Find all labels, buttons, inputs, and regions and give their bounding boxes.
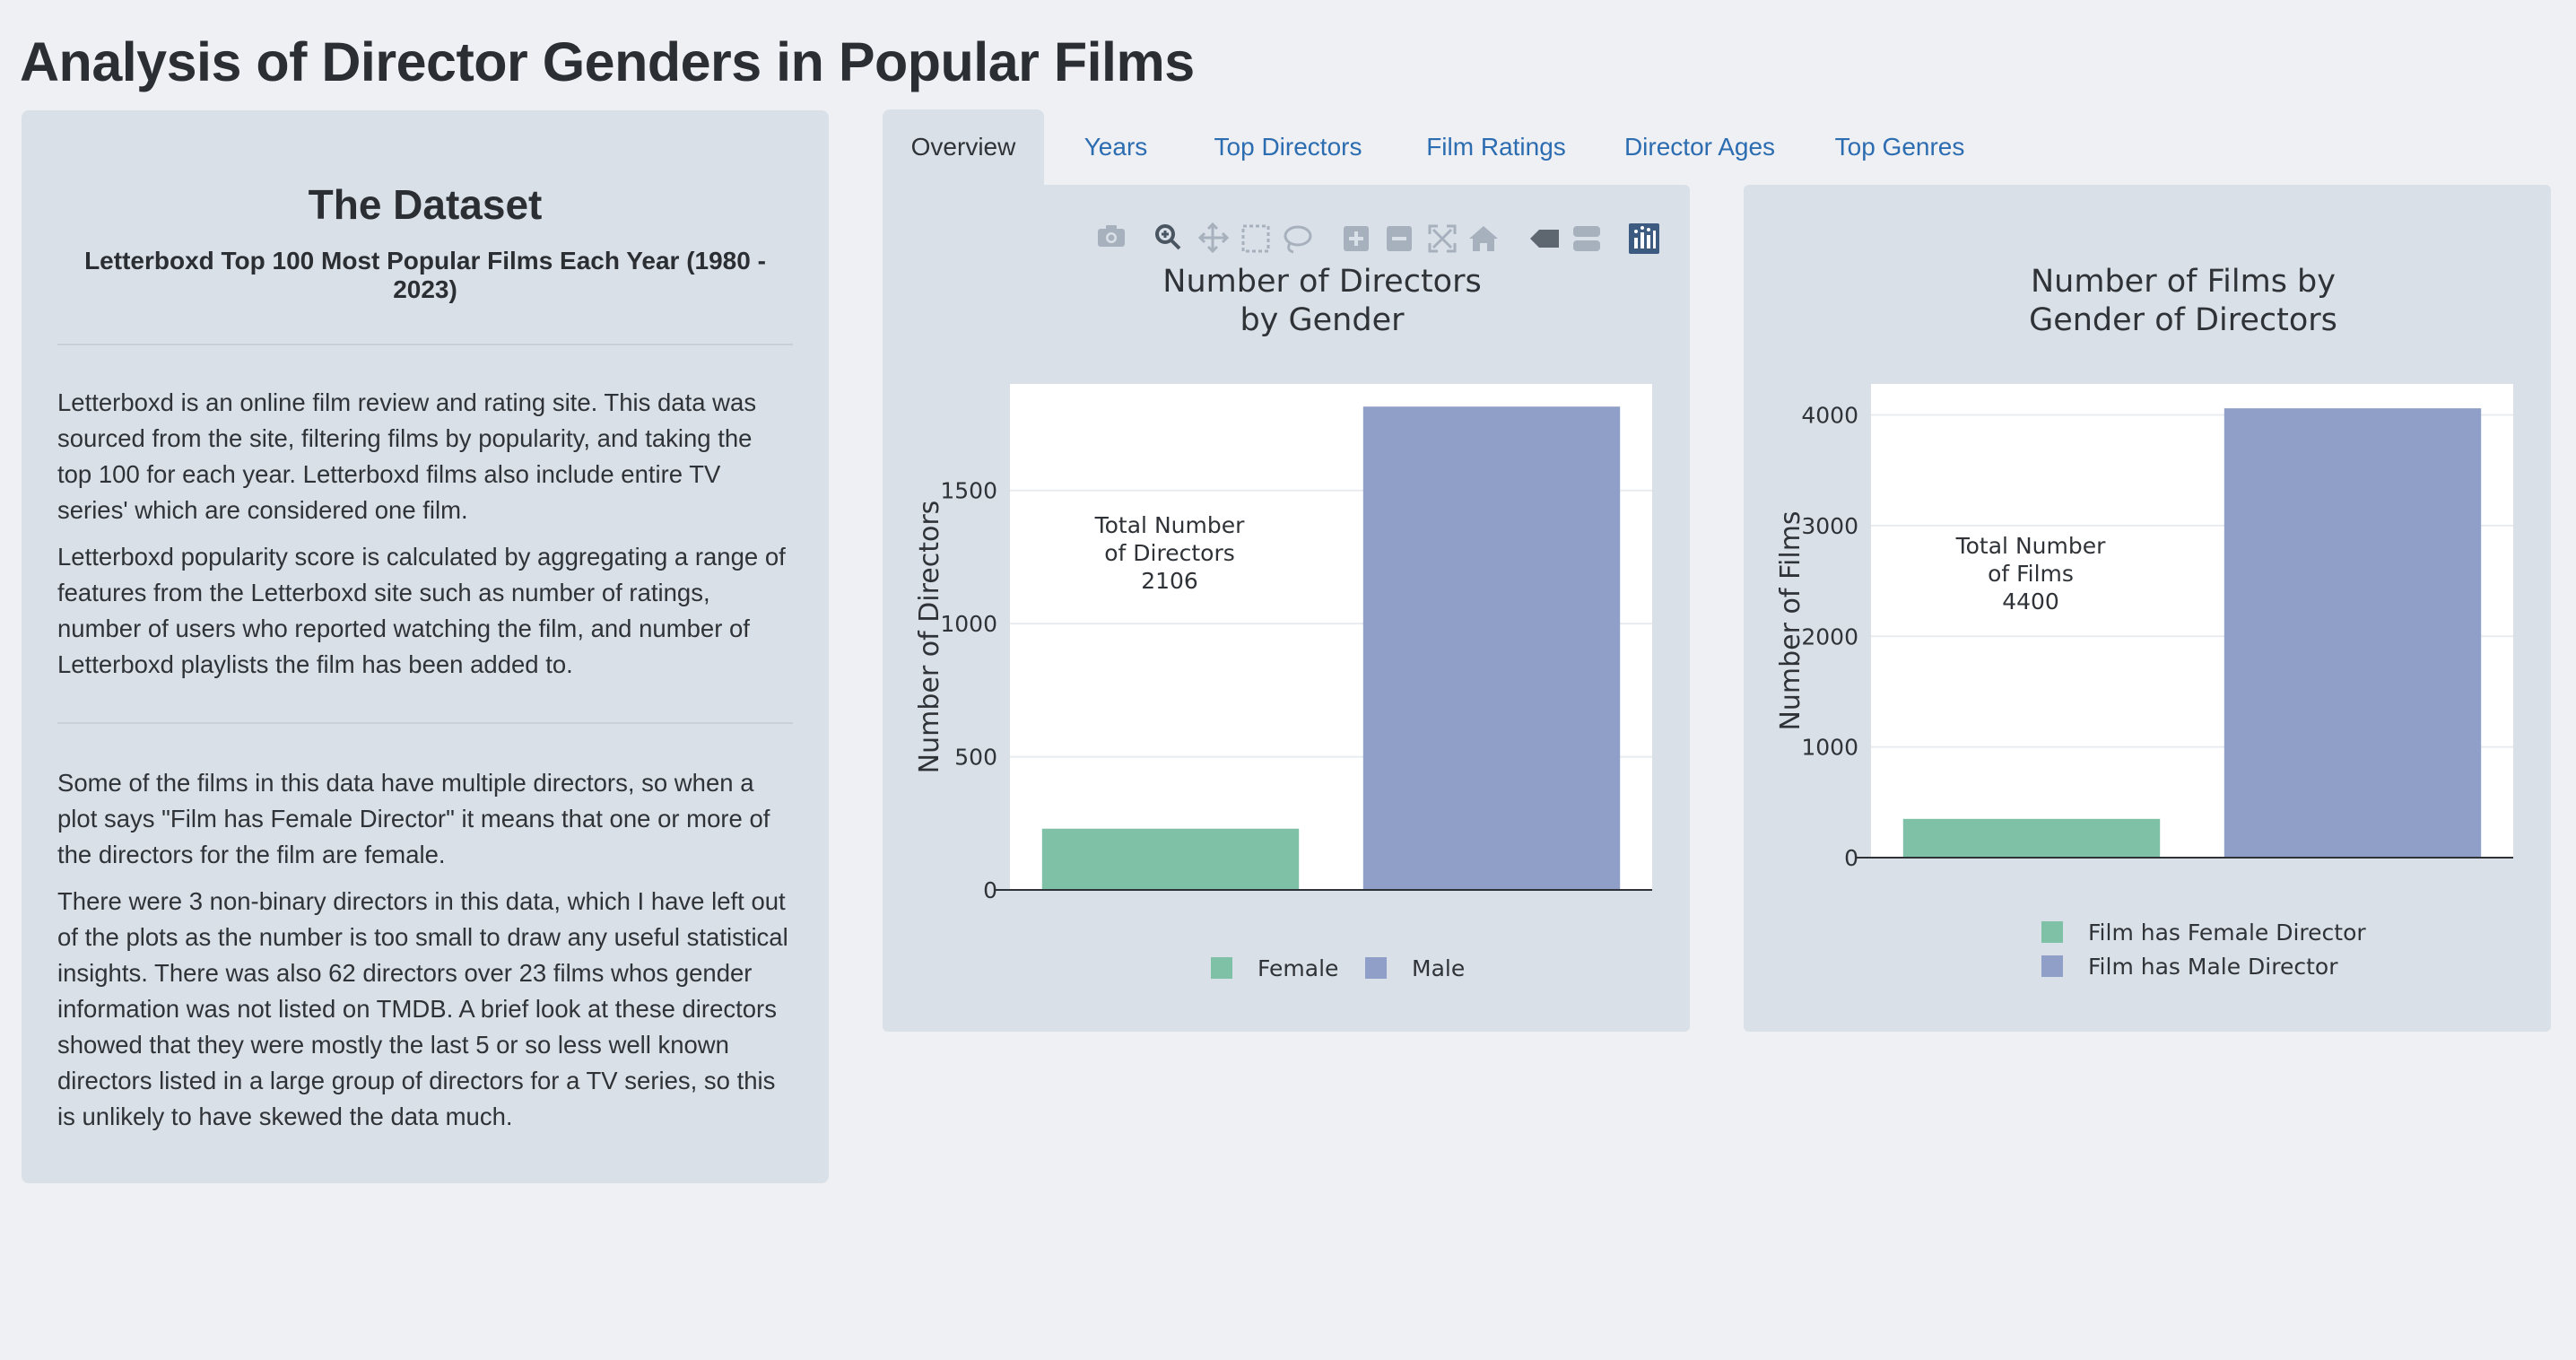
bar-film-has-female-director[interactable] bbox=[1902, 818, 2161, 858]
zoom-icon[interactable] bbox=[1155, 224, 1181, 250]
dataset-paragraph: There were 3 non-binary directors in thi… bbox=[57, 887, 788, 1130]
y-tick-label: 1000 bbox=[940, 611, 997, 637]
total-annotation: Total Number bbox=[1955, 533, 2106, 559]
spike-lines-icon[interactable] bbox=[1530, 230, 1559, 248]
legend-swatch[interactable] bbox=[2041, 921, 2063, 943]
bar-female[interactable] bbox=[1041, 828, 1300, 890]
y-tick-label: 0 bbox=[1844, 845, 1858, 871]
box-select-icon[interactable] bbox=[1241, 224, 1270, 253]
chart-title: Gender of Directors bbox=[2029, 302, 2337, 338]
chart-title: Number of Directors bbox=[1162, 264, 1481, 300]
modebar bbox=[1098, 222, 1659, 254]
y-tick-label: 2000 bbox=[1801, 623, 1858, 649]
legend-label[interactable]: Female bbox=[1258, 955, 1338, 981]
chart-title: by Gender bbox=[1240, 302, 1405, 338]
divider bbox=[57, 344, 793, 345]
tab-top-genres[interactable]: Top Genres bbox=[1834, 133, 1965, 161]
y-tick-label: 3000 bbox=[1801, 513, 1858, 539]
total-annotation: of Directors bbox=[1104, 540, 1235, 566]
y-tick-label: 1500 bbox=[940, 478, 997, 504]
legend-label[interactable]: Male bbox=[1412, 955, 1465, 981]
autoscale-icon[interactable] bbox=[1428, 224, 1457, 253]
tab-director-ages[interactable]: Director Ages bbox=[1623, 133, 1776, 161]
camera-icon[interactable] bbox=[1098, 225, 1125, 247]
y-axis-label: Number of Films bbox=[1775, 510, 1806, 730]
tab-film-ratings[interactable]: Film Ratings bbox=[1426, 133, 1566, 161]
lasso-select-icon[interactable] bbox=[1284, 225, 1312, 254]
dataset-paragraph: Some of the films in this data have mult… bbox=[57, 769, 770, 868]
total-annotation: of Films bbox=[1988, 561, 2074, 587]
compare-hover-icon[interactable] bbox=[1573, 226, 1600, 251]
legend-swatch[interactable] bbox=[2041, 955, 2063, 977]
films-by-gender-card: Number of Films by Gender of Directors 0 1… bbox=[1744, 185, 2551, 1032]
tab-overview[interactable]: Overview bbox=[883, 109, 1044, 185]
y-tick-label: 500 bbox=[954, 745, 997, 771]
tab-years[interactable]: Years bbox=[1083, 133, 1148, 161]
reset-axes-icon[interactable] bbox=[1469, 226, 1498, 251]
dataset-subheading: Letterboxd Top 100 Most Popular Films Ea… bbox=[84, 247, 766, 303]
dataset-heading: The Dataset bbox=[308, 181, 543, 228]
y-tick-label: 0 bbox=[983, 877, 997, 903]
page-title: Analysis of Director Genders in Popular … bbox=[20, 31, 1195, 92]
zoom-out-icon[interactable] bbox=[1387, 226, 1412, 251]
dataset-panel: The Dataset Letterboxd Top 100 Most Popu… bbox=[22, 110, 829, 1183]
y-tick-label: 1000 bbox=[1801, 735, 1858, 761]
dataset-paragraph: Letterboxd popularity score is calculate… bbox=[57, 543, 786, 678]
directors-by-gender-card: Number of Directors by Gender 0 500 1000 150… bbox=[883, 185, 1690, 1032]
total-annotation: 4400 bbox=[2002, 588, 2059, 615]
total-annotation: Total Number bbox=[1094, 512, 1245, 538]
tab-top-directors[interactable]: Top Directors bbox=[1214, 133, 1362, 161]
legend-swatch[interactable] bbox=[1365, 957, 1387, 979]
legend-swatch[interactable] bbox=[1211, 957, 1232, 979]
plotly-logo-icon[interactable] bbox=[1629, 223, 1659, 254]
y-tick-label: 4000 bbox=[1801, 403, 1858, 429]
y-axis-label: Number of Directors bbox=[914, 501, 945, 774]
zoom-in-icon[interactable] bbox=[1344, 226, 1369, 251]
legend-label[interactable]: Film has Female Director bbox=[2088, 920, 2366, 946]
total-annotation: 2106 bbox=[1141, 568, 1198, 594]
bar-film-has-male-director[interactable] bbox=[2224, 408, 2482, 858]
pan-icon[interactable] bbox=[1197, 222, 1230, 254]
legend-label[interactable]: Film has Male Director bbox=[2088, 954, 2338, 980]
bar-male[interactable] bbox=[1362, 406, 1621, 890]
dataset-paragraph: Letterboxd is an online film review and … bbox=[57, 388, 757, 524]
chart-title: Number of Films by bbox=[2031, 264, 2336, 300]
divider bbox=[57, 722, 793, 724]
